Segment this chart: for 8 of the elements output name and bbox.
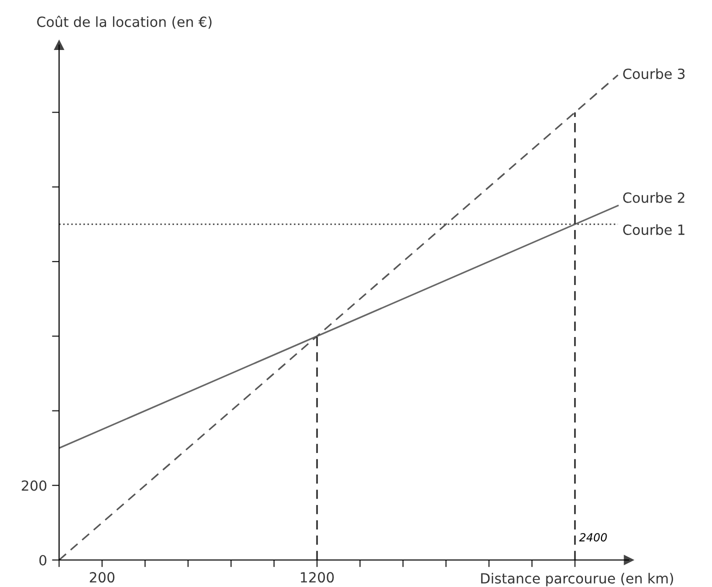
series-label: Courbe 1 xyxy=(623,224,684,236)
y-axis-title: Coût de la location (en €) xyxy=(37,16,212,29)
x-tick-label: 1200 xyxy=(300,572,334,583)
annotation: 2400 xyxy=(579,533,607,542)
series-label: Courbe 3 xyxy=(623,68,685,80)
series-label: Courbe 2 xyxy=(623,192,684,203)
x-axis-title: Distance parcourue (en km) xyxy=(481,572,674,586)
y-tick-label: 0 xyxy=(39,554,46,566)
